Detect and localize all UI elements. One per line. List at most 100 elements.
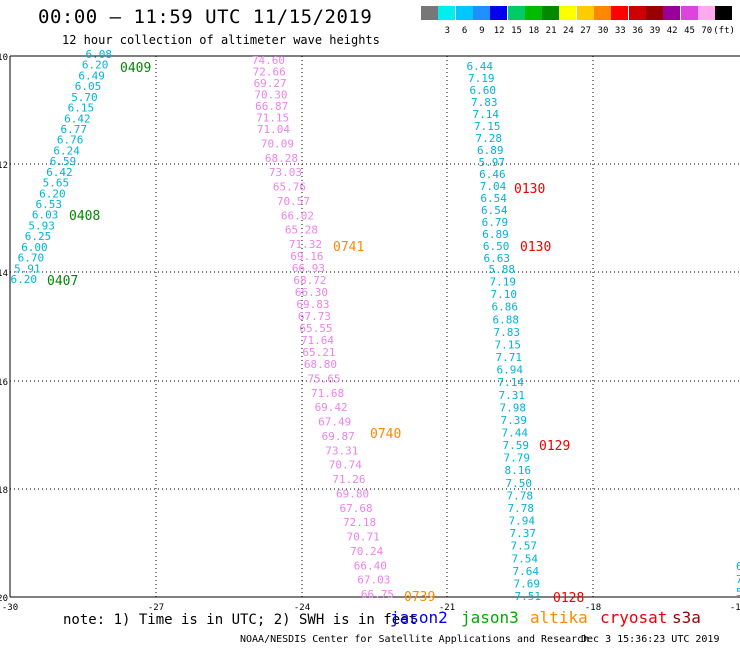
legend-label: 33	[614, 26, 626, 36]
swh-value: 7.37	[510, 527, 537, 540]
swh-value: 72.18	[343, 516, 376, 529]
swh-value: 7.83	[494, 326, 521, 339]
swh-value: 6.20	[39, 187, 66, 200]
swh-value: 7.04	[480, 180, 507, 193]
swh-value: 71.26	[332, 473, 365, 486]
swh-value: 66.87	[255, 100, 288, 113]
swh-value: 70.24	[350, 545, 383, 558]
credit-text: NOAA/NESDIS Center for Satellite Applica…	[240, 634, 590, 645]
legend-label: 24	[562, 26, 574, 36]
legend-swatch	[576, 6, 594, 20]
map-title: 00:00 – 11:59 UTC 11/15/2019	[38, 6, 373, 28]
sat-legend-cryosat: cryosat	[600, 608, 668, 627]
sat-legend-s3a: s3a	[672, 608, 701, 627]
lat-label: -12	[0, 161, 8, 171]
legend-label: (ft)	[713, 26, 735, 36]
legend-swatch	[507, 6, 525, 20]
legend-label: 9	[479, 26, 485, 36]
pass-time-label: 0409	[120, 61, 151, 76]
swh-value: 66.93	[292, 262, 325, 275]
swh-value: 6.89	[482, 228, 509, 241]
swh-value: 5.91	[14, 262, 41, 275]
pass-time-label: 0408	[69, 209, 100, 224]
swh-value: 6.53	[36, 198, 63, 211]
swh-value: 6.77	[61, 123, 88, 136]
swh-value: 6.88	[493, 313, 520, 326]
swh-value: 71.04	[257, 123, 290, 136]
swh-value: 7.10	[491, 288, 518, 301]
legend-swatch	[663, 6, 681, 20]
legend-label: 70	[701, 26, 713, 36]
swh-value: 5	[736, 586, 740, 599]
swh-value: 7.78	[507, 489, 534, 502]
map-subtitle: 12 hour collection of altimeter wave hei…	[62, 33, 380, 47]
legend-label: 42	[666, 26, 678, 36]
legend-label: 18	[528, 26, 540, 36]
swh-value: 68.72	[293, 274, 326, 287]
lon-label: -27	[148, 603, 164, 613]
swh-value: 8.16	[505, 464, 532, 477]
swh-value: 69.83	[296, 298, 329, 311]
legend-label: 15	[511, 26, 522, 36]
legend-label: 27	[580, 26, 592, 36]
swh-value: 6.00	[21, 241, 48, 254]
swh-value: 7.14	[498, 376, 525, 389]
swh-value: 7.39	[501, 414, 528, 427]
lat-label: -16	[0, 378, 8, 388]
swh-value: 6.15	[68, 102, 95, 115]
swh-value: 67.68	[339, 502, 372, 515]
swh-value: 69.16	[290, 250, 323, 263]
swh-value: 71.64	[301, 334, 334, 347]
swh-value: 6.89	[477, 144, 504, 157]
lon-label: -30	[2, 603, 18, 613]
legend-label: 39	[649, 26, 661, 36]
swh-value: 7.64	[513, 565, 540, 578]
legend-swatch	[594, 6, 611, 20]
swh-value: 7.57	[511, 540, 538, 553]
swh-value: 5.70	[71, 91, 98, 104]
swh-value: 7.50	[506, 477, 533, 490]
pass-time-label: 0407	[47, 274, 78, 289]
legend-swatch	[645, 6, 663, 20]
swh-value: 66.30	[295, 286, 328, 299]
footer-note: note: 1) Time is in UTC; 2) SWH is in fe…	[63, 612, 418, 628]
legend-swatch	[715, 6, 733, 20]
swh-value: 66.02	[281, 209, 314, 222]
swh-value: 6.70	[18, 252, 45, 265]
swh-value: 71.68	[311, 387, 344, 400]
swh-value: 7.14	[473, 108, 500, 121]
swh-value: 7.31	[499, 389, 526, 402]
swh-value: 6	[736, 560, 740, 573]
swh-value: 7.28	[476, 132, 503, 145]
swh-value: 7.59	[503, 439, 530, 452]
legend-swatch	[542, 6, 560, 20]
legend-label: 45	[684, 26, 695, 36]
legend-swatch	[455, 6, 473, 20]
swh-value: 5.88	[489, 263, 516, 276]
pass-time-label: 0129	[539, 439, 570, 454]
swh-value: 6.42	[46, 166, 73, 179]
swh-value: 69.80	[336, 487, 369, 500]
lon-label: -21	[439, 603, 455, 613]
swh-value: 7.98	[500, 401, 527, 414]
lon-label: -18	[585, 603, 601, 613]
swh-value: 6.54	[480, 192, 507, 205]
swh-value: 7.51	[515, 590, 542, 603]
swh-value: 7.79	[504, 452, 531, 465]
swh-value: 6.46	[479, 168, 506, 181]
lat-label: -10	[0, 53, 8, 63]
legend-label: 3	[444, 26, 450, 36]
swh-value: 70.30	[254, 89, 287, 102]
legend-swatch	[472, 6, 490, 20]
sat-legend-jason3: jason3	[461, 608, 519, 627]
legend-swatch	[628, 6, 646, 20]
swh-value: 6.44	[467, 60, 494, 73]
swh-value: 6.50	[483, 240, 510, 253]
swh-value: 5.93	[28, 219, 55, 232]
swh-value: 6.94	[497, 364, 524, 377]
swh-value: 6.76	[57, 134, 84, 147]
legend-swatch	[680, 6, 698, 20]
swh-value: 6.60	[470, 84, 497, 97]
swh-value: 66.40	[354, 559, 387, 572]
legend-label: 12	[493, 26, 505, 36]
